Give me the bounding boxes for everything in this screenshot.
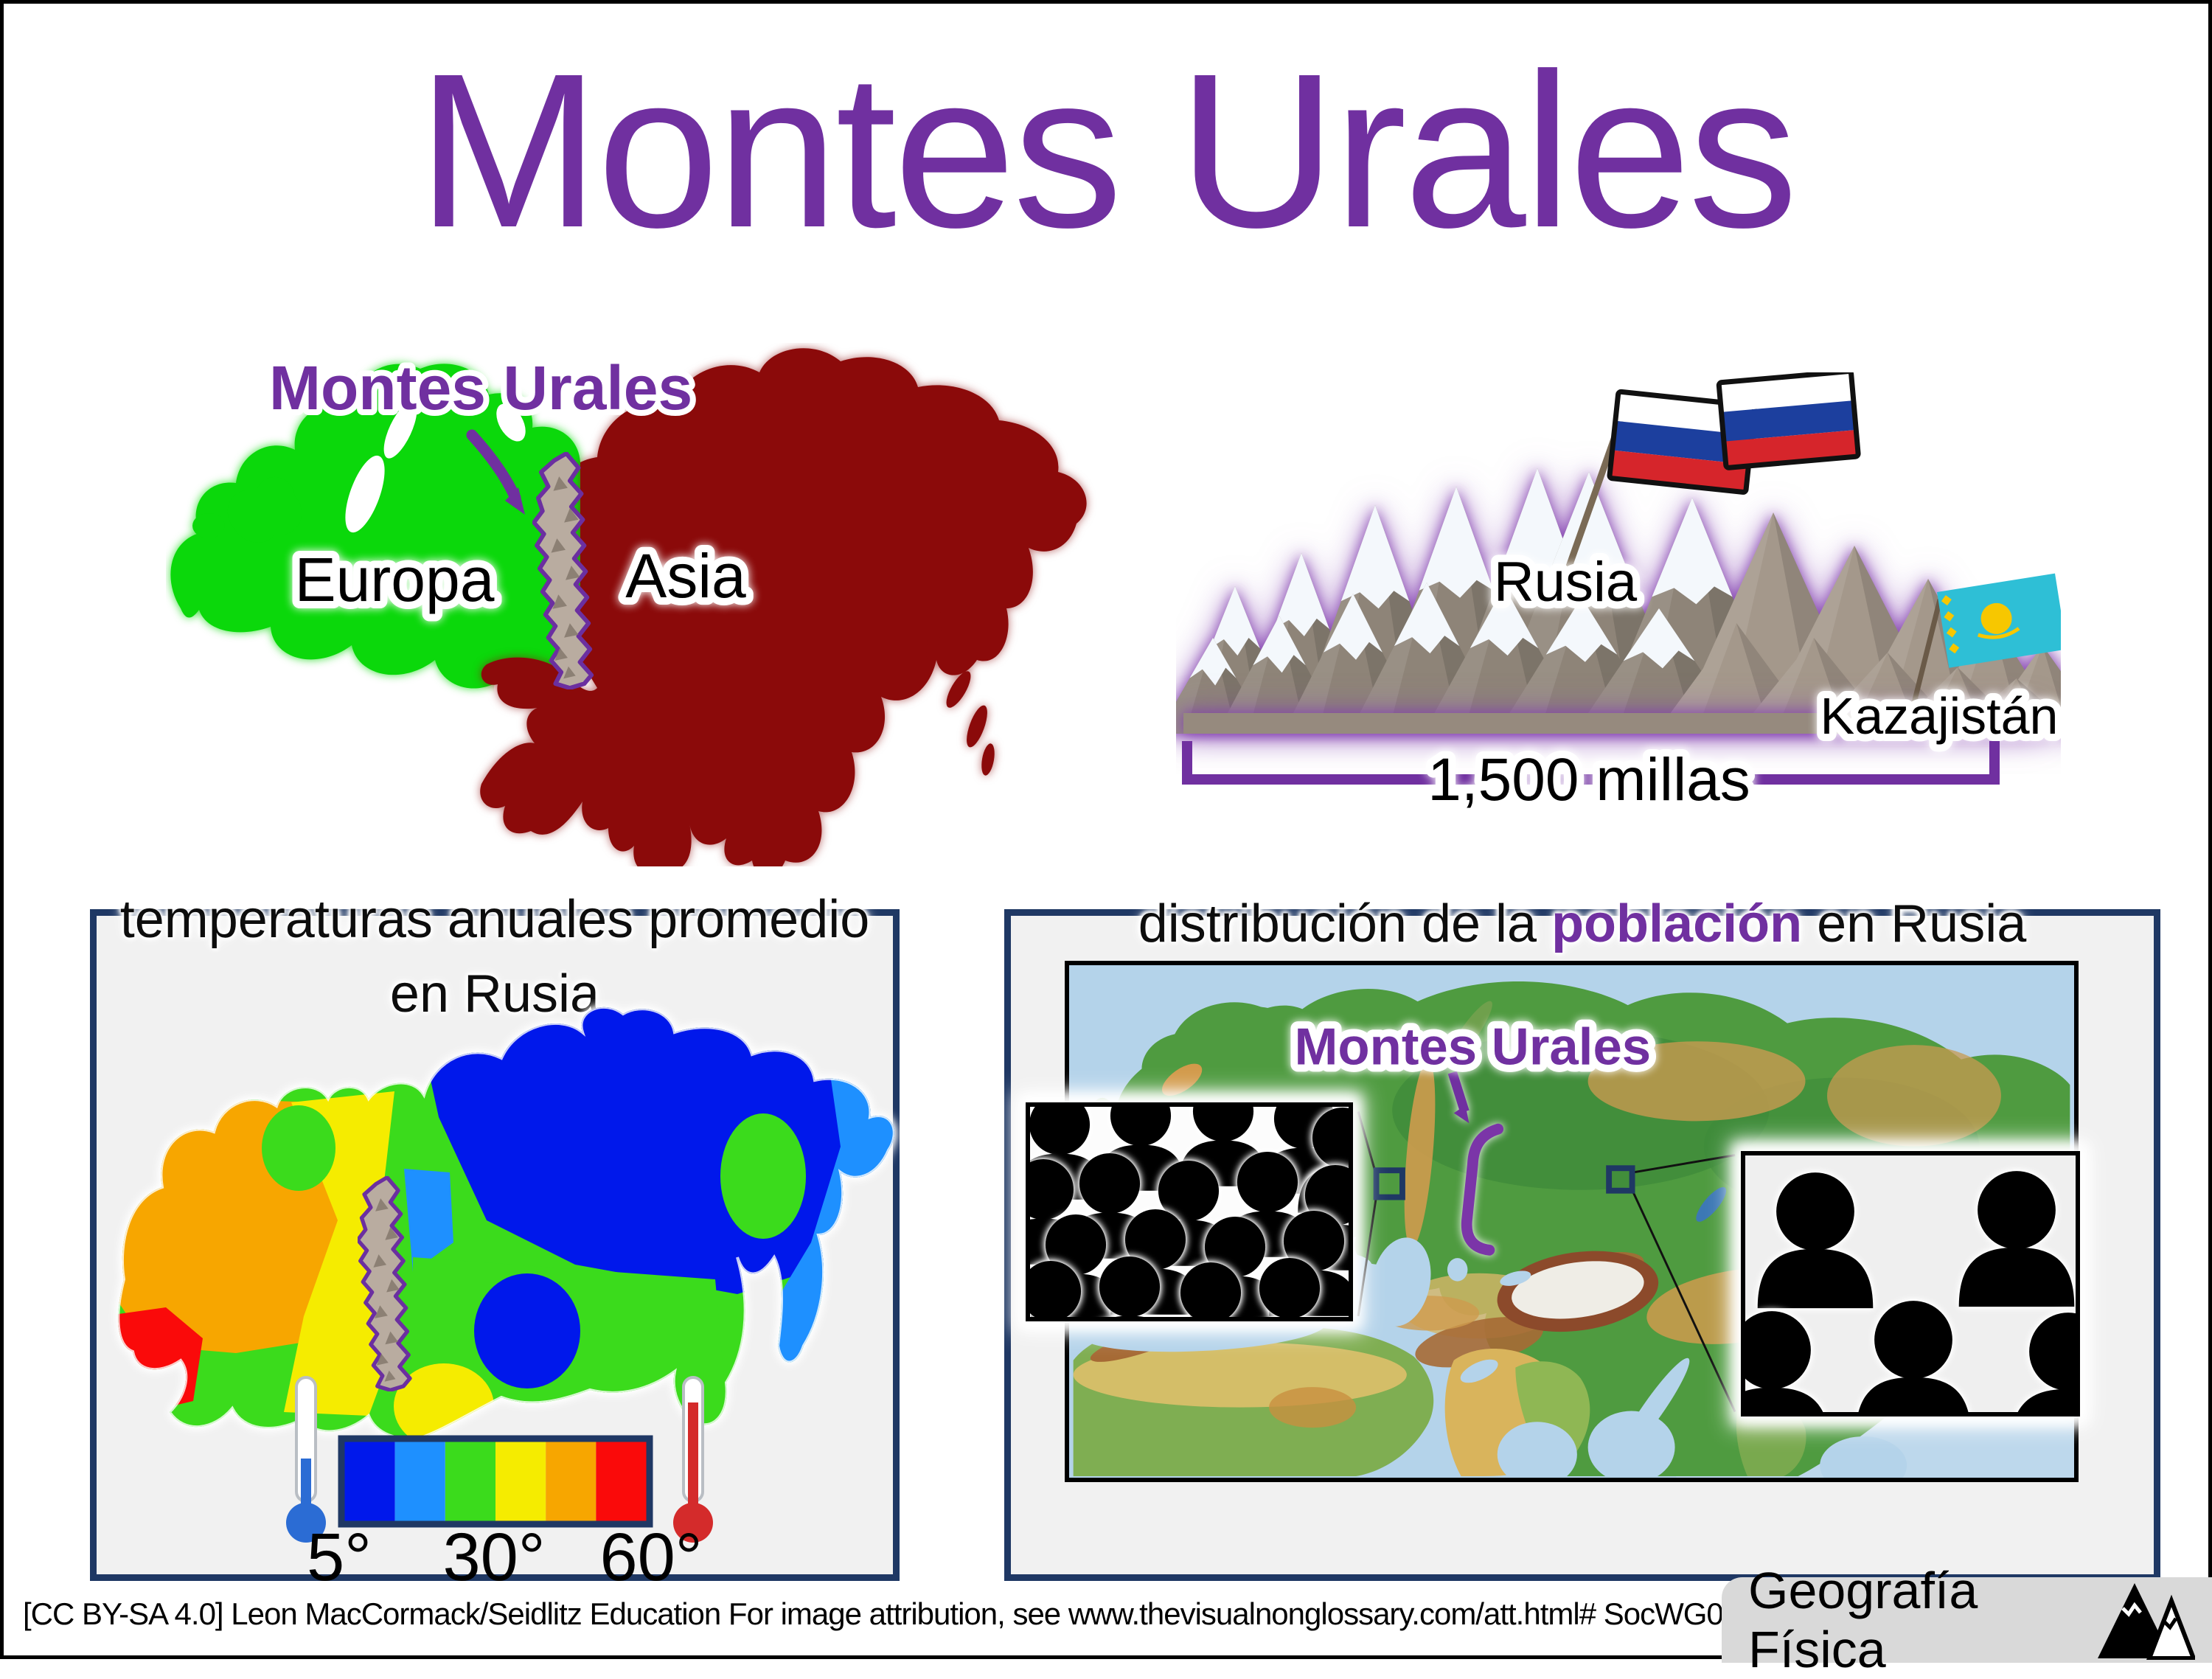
russia-temperature-map xyxy=(118,1007,894,1439)
population-title-highlight: población xyxy=(1551,894,1803,953)
ural-callout xyxy=(1447,1071,1504,1256)
asia-label: Asia xyxy=(625,541,746,611)
dense-area-marker xyxy=(1373,1167,1405,1200)
distance-label: 1,500 millas xyxy=(1427,746,1750,813)
population-callout-label: Montes Urales xyxy=(1294,1018,1651,1076)
asia-shape xyxy=(480,348,1087,866)
distance-bracket xyxy=(1182,741,2000,785)
kazakhstan-flag-icon xyxy=(1937,573,2061,668)
continents-map: Montes Urales Europa Asia xyxy=(170,347,1087,866)
africa-landmass xyxy=(1073,1322,1434,1477)
temperature-panel-title: temperaturas anuales promedio en Rusia xyxy=(119,890,870,1023)
cold-thermometer-icon xyxy=(286,1376,326,1543)
temp-scale-segments xyxy=(344,1442,647,1521)
mountains-icon xyxy=(2098,1583,2195,1660)
category-badge: Geografía Física xyxy=(1722,1562,2212,1678)
dense-population-inset xyxy=(998,1081,1388,1368)
kazajistan-label: Kazajistán xyxy=(1820,687,2059,745)
category-badge-label: Geografía Física xyxy=(1748,1562,1978,1678)
mountain-peaks xyxy=(1176,468,2061,734)
inset-connectors xyxy=(1357,1111,1736,1413)
sparse-population-inset xyxy=(1714,1151,2126,1449)
temp-scale-border xyxy=(338,1435,653,1528)
callout-arrow xyxy=(466,429,525,515)
mountain-base xyxy=(1183,713,2039,734)
sparse-area-marker xyxy=(1606,1165,1635,1194)
temperature-legend: 5° 30° 60° xyxy=(286,1376,713,1585)
legend-label-60: 60° xyxy=(599,1520,702,1585)
seasia-landmass xyxy=(1736,1398,1806,1477)
kazakhstan-flagpole xyxy=(1910,599,1943,706)
hot-thermometer-icon xyxy=(673,1376,713,1543)
russia-flag-icon xyxy=(1716,372,1861,470)
range-diagram: Rusia Kazajistán 1,500 millas xyxy=(1176,372,2061,821)
continents-callout-label: Montes Urales xyxy=(269,353,692,423)
europa-label: Europa xyxy=(295,545,495,614)
legend-label-30: 30° xyxy=(442,1520,545,1585)
page-title: Montes Urales xyxy=(417,28,1798,274)
attribution-text: [CC BY-SA 4.0] Leon MacCormack/Seidlitz … xyxy=(23,1596,1756,1631)
legend-label-5: 5° xyxy=(307,1520,372,1585)
population-panel-title: distribución de la población en Rusia xyxy=(1138,894,2027,953)
rusia-label: Rusia xyxy=(1494,551,1638,613)
water-bodies xyxy=(1080,1128,1907,1478)
